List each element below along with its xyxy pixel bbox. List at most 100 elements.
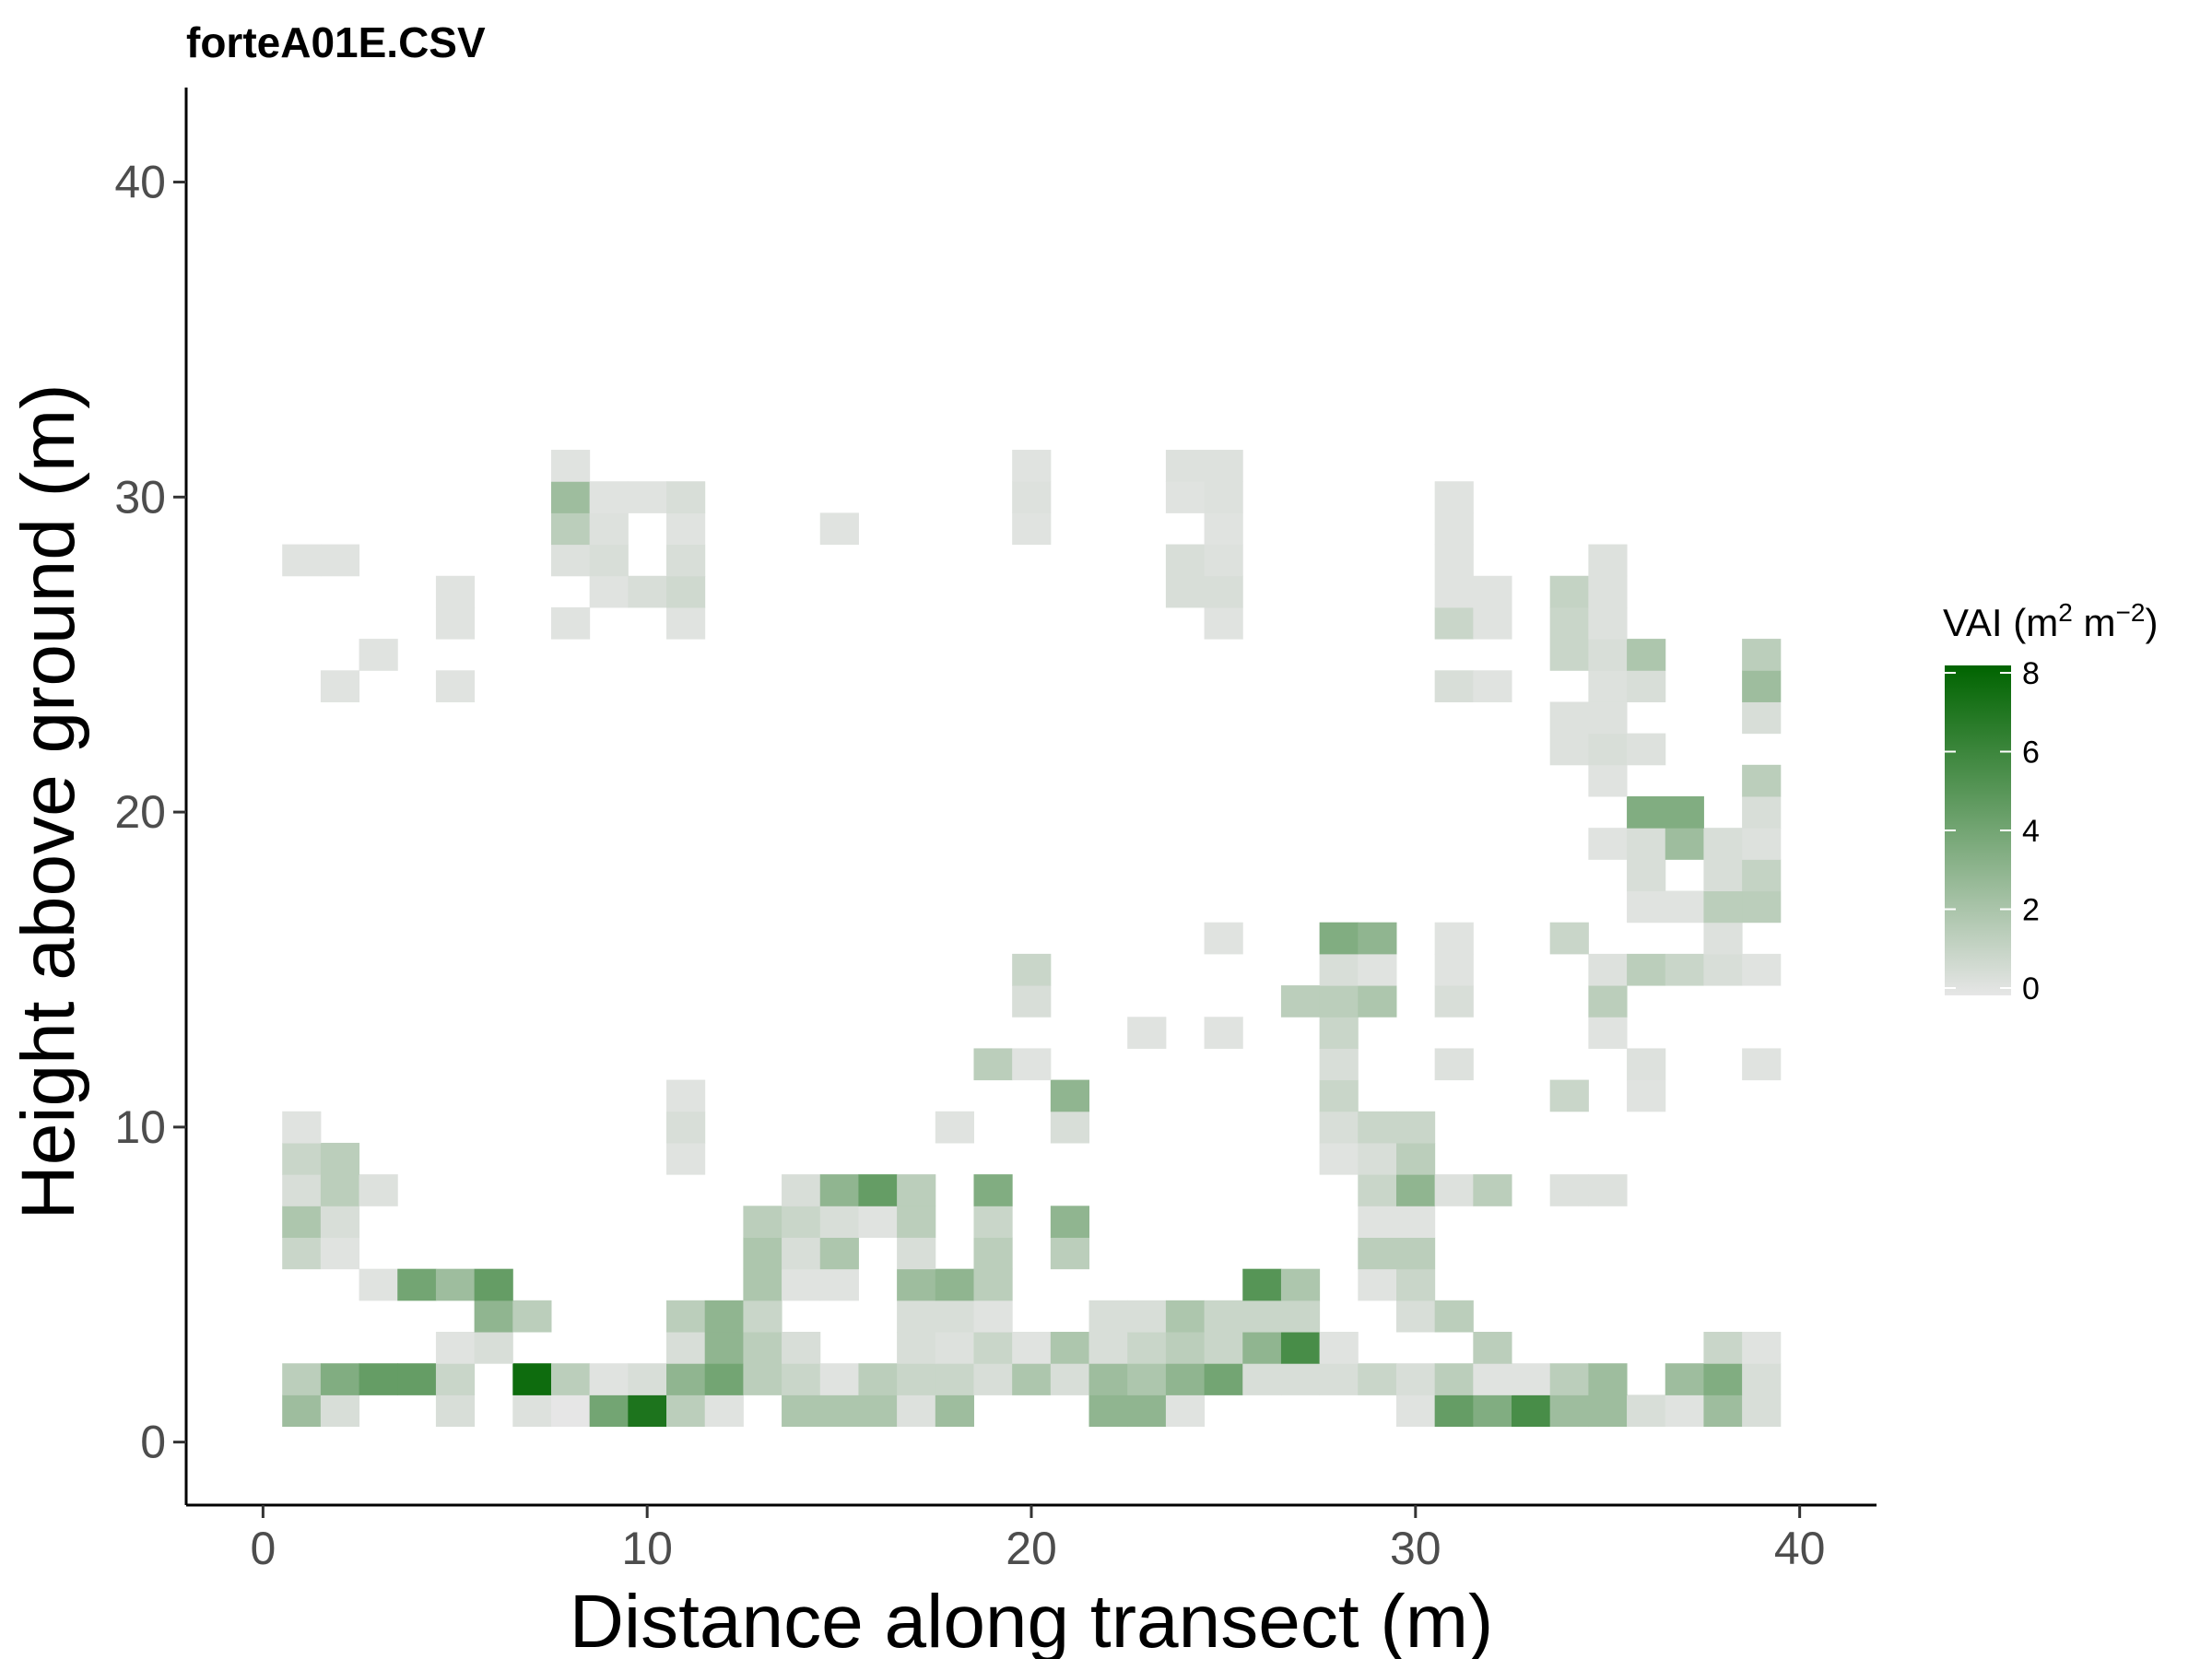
heatmap-cell <box>474 1300 513 1333</box>
heatmap-cell <box>1395 1111 1436 1144</box>
heatmap-cell <box>1665 953 1704 986</box>
heatmap-cell <box>1434 1300 1474 1333</box>
heatmap-cell <box>1703 1363 1743 1395</box>
heatmap-cell <box>1588 606 1628 640</box>
heatmap-cell <box>743 1237 782 1270</box>
heatmap-cell <box>1165 1300 1206 1333</box>
heatmap-cell <box>435 575 476 608</box>
heatmap-cell <box>1319 1111 1359 1144</box>
heatmap-cell <box>666 606 706 640</box>
heatmap-cell <box>897 1394 936 1428</box>
heatmap-cell <box>1050 1111 1090 1144</box>
heatmap-cell <box>1742 1363 1782 1395</box>
heatmap-cell <box>435 670 476 702</box>
heatmap-cell <box>704 1394 744 1428</box>
heatmap-cell <box>1204 450 1243 482</box>
heatmap-cell <box>1665 1394 1704 1428</box>
heatmap-cell <box>819 1268 859 1301</box>
heatmap-cell <box>1165 1332 1206 1364</box>
heatmap-cell <box>397 1363 437 1395</box>
heatmap-cell <box>1473 670 1512 702</box>
heatmap-cell <box>1127 1300 1167 1333</box>
heatmap-cell <box>897 1363 936 1395</box>
chart-title: forteA01E.CSV <box>186 18 486 66</box>
heatmap-cell <box>589 544 629 577</box>
heatmap-cell <box>1204 481 1243 513</box>
heatmap-cell <box>1434 985 1474 1018</box>
heatmap-cell <box>973 1174 1013 1206</box>
x-tick-label: 0 <box>250 1523 276 1574</box>
heatmap-cell <box>782 1268 821 1301</box>
heatmap-cell <box>782 1206 821 1238</box>
heatmap-cell <box>1165 1363 1206 1395</box>
heatmap-cell <box>1742 1332 1782 1364</box>
heatmap-cell <box>550 481 591 513</box>
heatmap-cell <box>973 1332 1013 1364</box>
heatmap-cell <box>1742 890 1782 924</box>
heatmap-cells <box>282 450 1782 1428</box>
heatmap-cell <box>550 512 591 546</box>
legend-tick-label: 6 <box>2022 735 2040 771</box>
heatmap-cell <box>1012 1048 1052 1081</box>
heatmap-cell <box>1742 764 1782 797</box>
heatmap-cell <box>474 1332 513 1364</box>
heatmap-cell <box>1434 512 1474 546</box>
heatmap-cell <box>282 1174 322 1206</box>
heatmap-cell <box>512 1363 552 1395</box>
heatmap-cell <box>1703 1332 1743 1364</box>
heatmap-cell <box>1204 1332 1243 1364</box>
heatmap-cell <box>435 1268 476 1301</box>
heatmap-cell <box>1549 922 1589 955</box>
heatmap-cell <box>1280 1268 1321 1301</box>
heatmap-cell <box>858 1363 898 1395</box>
heatmap-cell <box>1204 575 1243 608</box>
heatmap-cell <box>282 1206 322 1238</box>
heatmap-cell <box>628 575 667 608</box>
heatmap-cell <box>1319 1142 1359 1175</box>
heatmap-cell <box>1665 890 1704 924</box>
heatmap-cell <box>1358 922 1397 955</box>
heatmap-cell <box>897 1332 936 1364</box>
heatmap-cell <box>1473 575 1512 608</box>
heatmap-cell <box>1319 1363 1359 1395</box>
heatmap-cell <box>1358 1174 1397 1206</box>
heatmap-cell <box>1549 733 1589 766</box>
heatmap-cell <box>282 1111 322 1144</box>
heatmap-cell <box>1588 670 1628 702</box>
heatmap-cell <box>1050 1363 1090 1395</box>
heatmap-cell <box>973 1048 1013 1081</box>
heatmap-cell <box>704 1363 744 1395</box>
heatmap-cell <box>1088 1394 1128 1428</box>
heatmap-cell <box>782 1363 821 1395</box>
heatmap-cell <box>320 1237 360 1270</box>
heatmap-cell <box>1549 701 1589 735</box>
legend-tick-label: 0 <box>2022 971 2040 1006</box>
heatmap-cell <box>435 606 476 640</box>
heatmap-cell <box>1549 639 1589 671</box>
heatmap-cell <box>628 1394 667 1428</box>
heatmap-cell <box>1473 1174 1512 1206</box>
heatmap-cell <box>320 1363 360 1395</box>
heatmap-cell <box>359 1174 398 1206</box>
heatmap-cell <box>589 575 629 608</box>
heatmap-cell <box>1703 828 1743 860</box>
heatmap-cell <box>743 1332 782 1364</box>
heatmap-cell <box>1165 544 1206 577</box>
heatmap-cell <box>1319 1332 1359 1364</box>
legend: VAI (m2 m−2) 0 2 4 6 8 <box>1943 598 2158 1006</box>
x-axis-ticks: 0 10 20 30 40 <box>250 1505 1825 1574</box>
heatmap-cell <box>1088 1300 1128 1333</box>
heatmap-cell <box>1549 1079 1589 1112</box>
heatmap-cell <box>550 544 591 577</box>
heatmap-cell <box>1012 953 1052 986</box>
heatmap-cell <box>897 1237 936 1270</box>
heatmap-cell <box>1434 1394 1474 1428</box>
heatmap-cell <box>1588 1174 1628 1206</box>
heatmap-cell <box>897 1268 936 1301</box>
heatmap-cell <box>320 1394 360 1428</box>
heatmap-cell <box>743 1363 782 1395</box>
heatmap-cell <box>1319 985 1359 1018</box>
heatmap-cell <box>935 1332 974 1364</box>
heatmap-cell <box>782 1332 821 1364</box>
heatmap-cell <box>1742 670 1782 702</box>
